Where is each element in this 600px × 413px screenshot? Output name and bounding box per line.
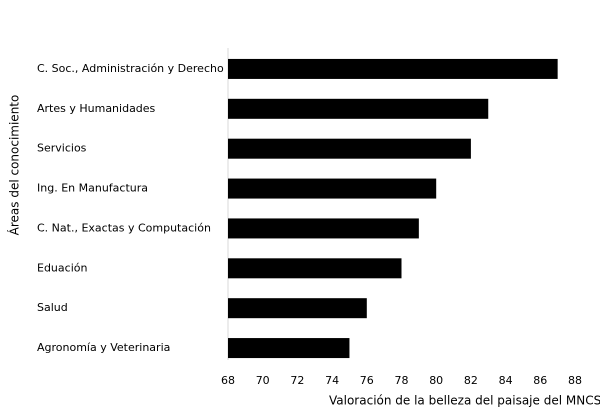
y-tick-label: Salud xyxy=(37,301,68,314)
x-tick-label: 74 xyxy=(325,374,339,387)
bar xyxy=(228,218,419,239)
y-tick-label: C. Soc., Administración y Derecho xyxy=(37,62,224,75)
x-tick-label: 84 xyxy=(499,374,513,387)
x-tick-label: 88 xyxy=(568,374,582,387)
x-tick-label: 72 xyxy=(290,374,304,387)
x-tick-label: 76 xyxy=(360,374,374,387)
x-tick-label: 86 xyxy=(533,374,547,387)
bar xyxy=(228,98,489,119)
y-tick-label: Agronomía y Veterinaria xyxy=(37,341,170,354)
bar xyxy=(228,178,437,199)
bar xyxy=(228,298,367,319)
y-tick-label: Artes y Humanidades xyxy=(37,102,156,115)
y-tick-label: C. Nat., Exactas y Computación xyxy=(37,221,211,234)
y-tick-label: Eduación xyxy=(37,261,87,274)
bar xyxy=(228,258,402,279)
bar xyxy=(228,138,471,159)
bar xyxy=(228,338,350,359)
x-axis-label: Valoración de la belleza del paisaje del… xyxy=(329,394,600,408)
x-tick-label: 70 xyxy=(256,374,270,387)
y-tick-label: Servicios xyxy=(37,142,87,155)
x-tick-label: 82 xyxy=(464,374,478,387)
bar xyxy=(228,58,558,79)
x-tick-label: 78 xyxy=(395,374,409,387)
y-axis-label: Áreas del conocimiento xyxy=(7,95,22,236)
y-tick-label: Ing. En Manufactura xyxy=(37,182,148,195)
x-tick-label: 68 xyxy=(221,374,235,387)
x-tick-label: 80 xyxy=(429,374,443,387)
